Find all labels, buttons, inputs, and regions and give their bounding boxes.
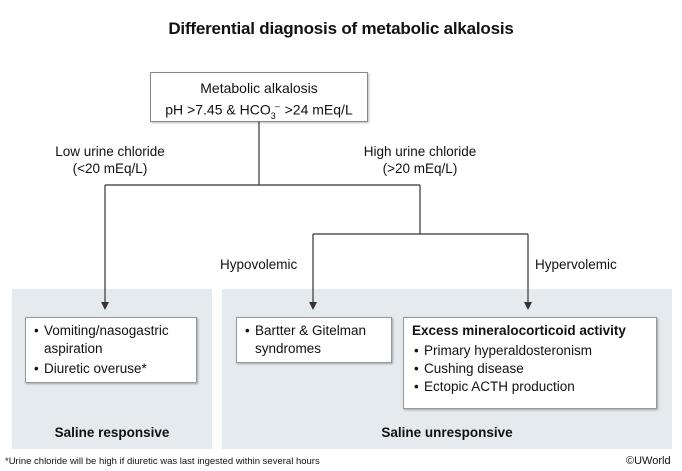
diagram-title: Differential diagnosis of metabolic alka… xyxy=(168,19,514,38)
list-item: Ectopic ACTH production xyxy=(412,378,648,396)
root-node: Metabolic alkalosis pH >7.45 & HCO3– >24… xyxy=(150,72,368,122)
root-line-2-suffix: >24 mEq/L xyxy=(280,101,353,118)
hypovolemic-list: Bartter & Gitelman syndromes xyxy=(243,322,385,358)
saline-responsive-card: Vomiting/nasogastric aspiration Diuretic… xyxy=(25,317,197,383)
list-item: Bartter & Gitelman syndromes xyxy=(243,322,385,358)
root-line-1: Metabolic alkalosis xyxy=(200,80,318,96)
saline-unresponsive-title: Saline unresponsive xyxy=(381,425,513,440)
bartter-gitelman-card: Bartter & Gitelman syndromes xyxy=(236,317,392,363)
high-chloride-line-1: High urine chloride xyxy=(363,144,477,159)
list-item: Diuretic overuse* xyxy=(32,360,190,378)
saline-responsive-list: Vomiting/nasogastric aspiration Diuretic… xyxy=(32,322,190,378)
high-chloride-line-2: (>20 mEq/L) xyxy=(382,161,458,176)
saline-responsive-title: Saline responsive xyxy=(54,425,170,440)
uworld-credit: ©UWorld xyxy=(626,455,671,467)
hypovolemic-label: Hypovolemic xyxy=(220,257,298,272)
list-item: Cushing disease xyxy=(412,360,648,378)
mineralocorticoid-list: Primary hyperaldosteronism Cushing disea… xyxy=(412,342,648,396)
root-line-2: pH >7.45 & HCO3– >24 mEq/L xyxy=(151,97,367,124)
high-urine-chloride-label: High urine chloride (>20 mEq/L) xyxy=(345,143,495,177)
hypervolemic-label: Hypervolemic xyxy=(535,257,617,272)
low-chloride-line-2: (<20 mEq/L) xyxy=(72,161,148,176)
list-item: Vomiting/nasogastric aspiration xyxy=(32,322,190,358)
mineralocorticoid-heading: Excess mineralocorticoid activity xyxy=(412,323,626,338)
footnote: *Urine chloride will be high if diuretic… xyxy=(5,456,320,467)
root-line-2-prefix: pH >7.45 & HCO xyxy=(165,101,271,118)
low-urine-chloride-label: Low urine chloride (<20 mEq/L) xyxy=(35,143,185,177)
mineralocorticoid-card: Excess mineralocorticoid activity Primar… xyxy=(403,317,657,409)
low-chloride-line-1: Low urine chloride xyxy=(55,144,165,159)
root-line-2-subscript: 3 xyxy=(270,110,276,121)
list-item: Primary hyperaldosteronism xyxy=(412,342,648,360)
root-line-2-superscript: – xyxy=(274,101,280,111)
